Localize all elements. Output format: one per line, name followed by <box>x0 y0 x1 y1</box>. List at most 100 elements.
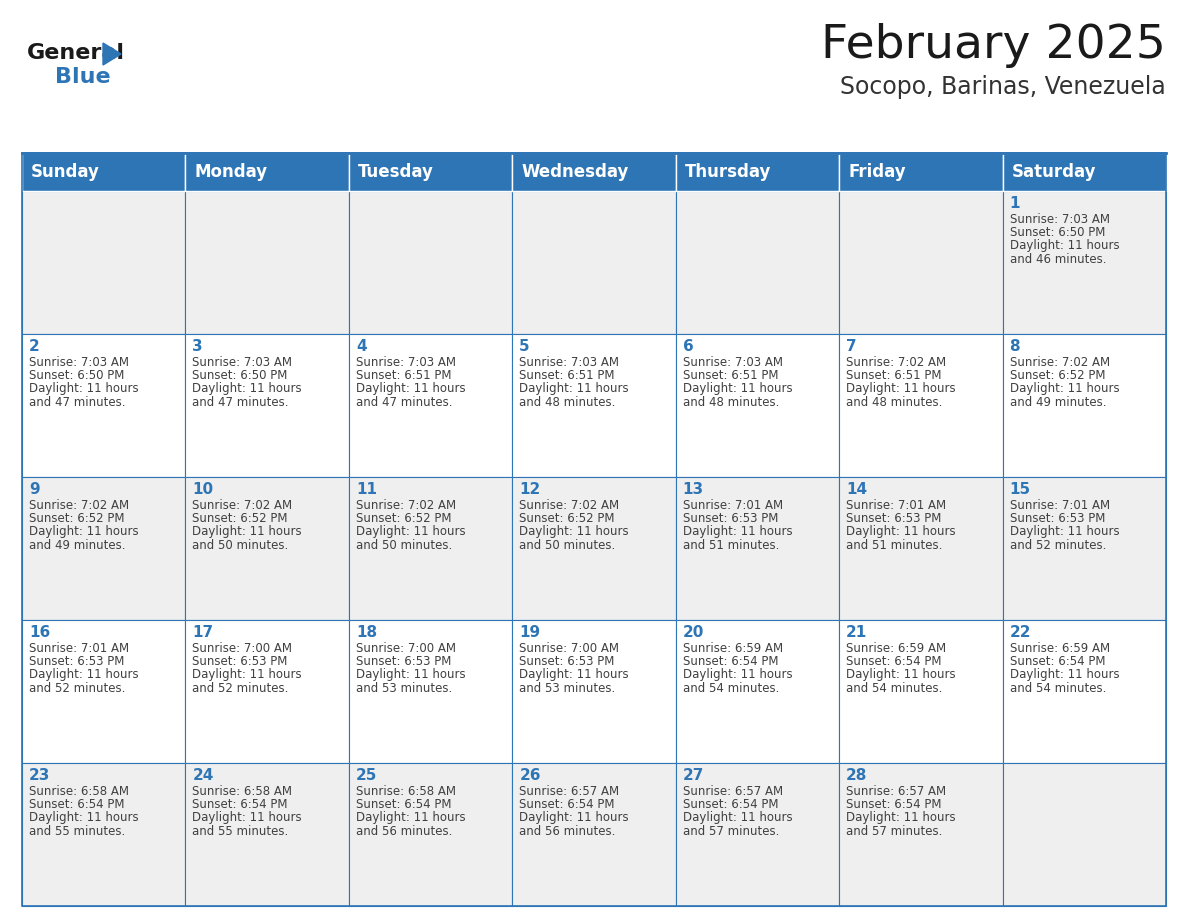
Bar <box>23 620 185 763</box>
Text: Sunrise: 6:58 AM: Sunrise: 6:58 AM <box>356 785 456 798</box>
Text: Daylight: 11 hours: Daylight: 11 hours <box>846 668 956 681</box>
Text: Sunset: 6:53 PM: Sunset: 6:53 PM <box>1010 512 1105 525</box>
Text: Daylight: 11 hours: Daylight: 11 hours <box>29 525 139 538</box>
Bar <box>1003 153 1165 191</box>
Bar <box>349 477 512 620</box>
Text: 3: 3 <box>192 339 203 354</box>
Text: Sunset: 6:52 PM: Sunset: 6:52 PM <box>1010 369 1105 382</box>
Text: Daylight: 11 hours: Daylight: 11 hours <box>846 383 956 396</box>
Text: Sunrise: 7:03 AM: Sunrise: 7:03 AM <box>29 356 129 369</box>
Text: Sunset: 6:54 PM: Sunset: 6:54 PM <box>29 798 125 812</box>
Text: Sunrise: 7:00 AM: Sunrise: 7:00 AM <box>356 642 456 655</box>
Text: Friday: Friday <box>848 163 905 181</box>
Text: Daylight: 11 hours: Daylight: 11 hours <box>846 525 956 538</box>
Text: 12: 12 <box>519 482 541 497</box>
Text: Sunset: 6:54 PM: Sunset: 6:54 PM <box>683 655 778 668</box>
Bar <box>512 334 676 477</box>
Text: and 54 minutes.: and 54 minutes. <box>846 681 942 695</box>
Bar <box>349 153 512 191</box>
Text: Sunrise: 6:59 AM: Sunrise: 6:59 AM <box>683 642 783 655</box>
Bar <box>676 620 839 763</box>
Text: Sunrise: 6:57 AM: Sunrise: 6:57 AM <box>846 785 947 798</box>
Bar <box>512 763 676 906</box>
Text: Sunset: 6:54 PM: Sunset: 6:54 PM <box>846 798 942 812</box>
Text: and 52 minutes.: and 52 minutes. <box>192 681 289 695</box>
Text: Daylight: 11 hours: Daylight: 11 hours <box>683 383 792 396</box>
Text: Daylight: 11 hours: Daylight: 11 hours <box>519 383 628 396</box>
Bar <box>676 191 839 334</box>
Text: Daylight: 11 hours: Daylight: 11 hours <box>1010 525 1119 538</box>
Text: Sunrise: 7:02 AM: Sunrise: 7:02 AM <box>356 499 456 512</box>
Text: and 56 minutes.: and 56 minutes. <box>356 824 453 837</box>
Bar <box>839 334 1003 477</box>
Text: Sunset: 6:51 PM: Sunset: 6:51 PM <box>846 369 942 382</box>
Text: Sunset: 6:54 PM: Sunset: 6:54 PM <box>846 655 942 668</box>
Bar <box>1003 620 1165 763</box>
Text: and 55 minutes.: and 55 minutes. <box>29 824 125 837</box>
Text: Daylight: 11 hours: Daylight: 11 hours <box>192 525 302 538</box>
Text: Sunset: 6:54 PM: Sunset: 6:54 PM <box>683 798 778 812</box>
Polygon shape <box>103 43 121 65</box>
Text: Sunrise: 6:59 AM: Sunrise: 6:59 AM <box>846 642 947 655</box>
Text: and 53 minutes.: and 53 minutes. <box>519 681 615 695</box>
Text: Sunset: 6:50 PM: Sunset: 6:50 PM <box>29 369 125 382</box>
Text: Daylight: 11 hours: Daylight: 11 hours <box>519 812 628 824</box>
Text: and 54 minutes.: and 54 minutes. <box>683 681 779 695</box>
Text: 7: 7 <box>846 339 857 354</box>
Text: 24: 24 <box>192 768 214 783</box>
Text: and 49 minutes.: and 49 minutes. <box>1010 396 1106 409</box>
Text: and 52 minutes.: and 52 minutes. <box>29 681 126 695</box>
Text: Daylight: 11 hours: Daylight: 11 hours <box>519 525 628 538</box>
Text: Sunset: 6:54 PM: Sunset: 6:54 PM <box>1010 655 1105 668</box>
Text: Sunrise: 6:59 AM: Sunrise: 6:59 AM <box>1010 642 1110 655</box>
Text: Sunset: 6:54 PM: Sunset: 6:54 PM <box>192 798 287 812</box>
Text: Daylight: 11 hours: Daylight: 11 hours <box>683 668 792 681</box>
Text: Sunrise: 7:03 AM: Sunrise: 7:03 AM <box>192 356 292 369</box>
Text: Daylight: 11 hours: Daylight: 11 hours <box>1010 240 1119 252</box>
Bar <box>185 763 349 906</box>
Text: and 48 minutes.: and 48 minutes. <box>846 396 942 409</box>
Text: 28: 28 <box>846 768 867 783</box>
Text: 9: 9 <box>29 482 39 497</box>
Text: 15: 15 <box>1010 482 1031 497</box>
Text: 2: 2 <box>29 339 39 354</box>
Text: Sunset: 6:53 PM: Sunset: 6:53 PM <box>356 655 451 668</box>
Text: Sunset: 6:53 PM: Sunset: 6:53 PM <box>683 512 778 525</box>
Text: Wednesday: Wednesday <box>522 163 628 181</box>
Text: Sunrise: 7:02 AM: Sunrise: 7:02 AM <box>29 499 129 512</box>
Text: 4: 4 <box>356 339 366 354</box>
Text: Sunset: 6:53 PM: Sunset: 6:53 PM <box>29 655 125 668</box>
Text: Sunrise: 7:00 AM: Sunrise: 7:00 AM <box>519 642 619 655</box>
Text: Sunset: 6:53 PM: Sunset: 6:53 PM <box>846 512 942 525</box>
Text: Daylight: 11 hours: Daylight: 11 hours <box>683 525 792 538</box>
Text: Sunset: 6:53 PM: Sunset: 6:53 PM <box>192 655 287 668</box>
Text: Sunrise: 7:03 AM: Sunrise: 7:03 AM <box>1010 213 1110 226</box>
Text: 13: 13 <box>683 482 703 497</box>
Text: Sunrise: 7:03 AM: Sunrise: 7:03 AM <box>519 356 619 369</box>
Text: and 48 minutes.: and 48 minutes. <box>519 396 615 409</box>
Bar <box>676 763 839 906</box>
Text: Blue: Blue <box>55 67 110 87</box>
Text: and 47 minutes.: and 47 minutes. <box>356 396 453 409</box>
Text: 10: 10 <box>192 482 214 497</box>
Bar <box>349 191 512 334</box>
Text: Daylight: 11 hours: Daylight: 11 hours <box>356 668 466 681</box>
Text: and 57 minutes.: and 57 minutes. <box>846 824 942 837</box>
Text: and 54 minutes.: and 54 minutes. <box>1010 681 1106 695</box>
Text: 27: 27 <box>683 768 704 783</box>
Bar <box>1003 334 1165 477</box>
Text: and 56 minutes.: and 56 minutes. <box>519 824 615 837</box>
Text: Sunrise: 7:03 AM: Sunrise: 7:03 AM <box>356 356 456 369</box>
Text: 17: 17 <box>192 625 214 640</box>
Text: 8: 8 <box>1010 339 1020 354</box>
Text: Sunrise: 6:57 AM: Sunrise: 6:57 AM <box>683 785 783 798</box>
Text: Daylight: 11 hours: Daylight: 11 hours <box>29 383 139 396</box>
Text: Daylight: 11 hours: Daylight: 11 hours <box>356 525 466 538</box>
Text: and 49 minutes.: and 49 minutes. <box>29 539 126 552</box>
Bar <box>349 620 512 763</box>
Text: Sunset: 6:51 PM: Sunset: 6:51 PM <box>683 369 778 382</box>
Text: and 55 minutes.: and 55 minutes. <box>192 824 289 837</box>
Text: and 50 minutes.: and 50 minutes. <box>356 539 453 552</box>
Text: and 50 minutes.: and 50 minutes. <box>519 539 615 552</box>
Text: 20: 20 <box>683 625 704 640</box>
